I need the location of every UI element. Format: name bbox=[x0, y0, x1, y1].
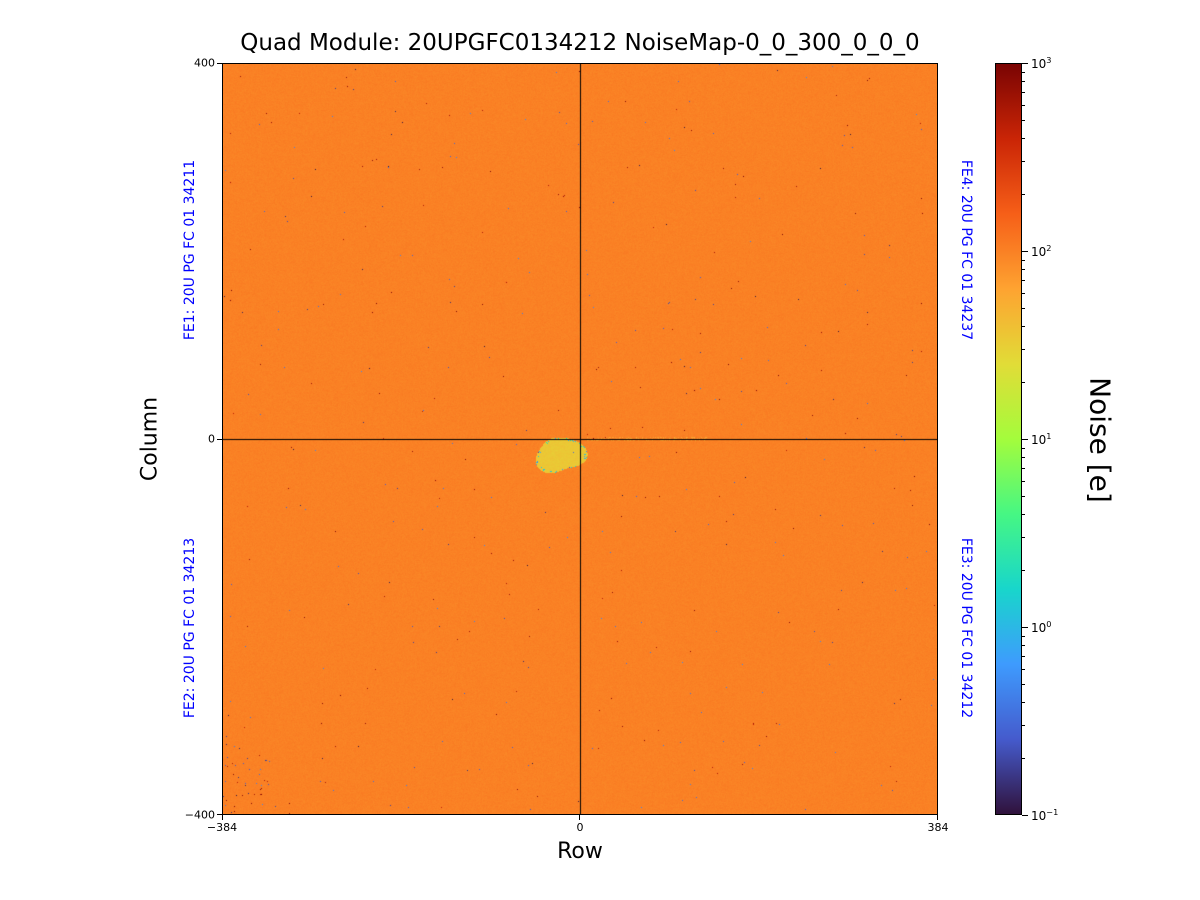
y-axis-tick bbox=[217, 63, 222, 64]
colorbar-tick bbox=[1022, 447, 1025, 449]
colorbar-tick bbox=[1022, 137, 1025, 139]
colorbar-tick-label: 100 bbox=[1031, 619, 1052, 635]
colorbar-tick bbox=[1022, 725, 1025, 727]
colorbar-tick-label: 103 bbox=[1031, 55, 1052, 71]
colorbar-tick bbox=[1022, 758, 1025, 760]
colorbar bbox=[995, 63, 1022, 815]
colorbar-tick bbox=[1022, 645, 1025, 647]
colorbar-tick bbox=[1022, 292, 1025, 294]
colorbar-tick bbox=[1022, 457, 1025, 459]
x-tick-label: 384 bbox=[927, 821, 949, 834]
colorbar-tick bbox=[1022, 683, 1025, 685]
fe1-label: FE1: 20U PG FC 01 34211 bbox=[182, 159, 198, 341]
colorbar-tick bbox=[1022, 635, 1025, 637]
colorbar-tick bbox=[1022, 480, 1025, 482]
colorbar-tick-label: 102 bbox=[1031, 243, 1052, 259]
colorbar-tick bbox=[1022, 307, 1025, 309]
colorbar-tick bbox=[1022, 701, 1025, 703]
colorbar-tick bbox=[1022, 439, 1028, 440]
x-axis-label: Row bbox=[557, 839, 603, 864]
noise-map-canvas bbox=[223, 64, 937, 814]
colorbar-tick bbox=[1022, 194, 1025, 196]
y-tick-label: 400 bbox=[194, 56, 215, 70]
colorbar-tick bbox=[1022, 537, 1025, 539]
x-tick-label: −384 bbox=[206, 821, 238, 834]
colorbar-tick bbox=[1022, 269, 1025, 271]
colorbar-tick bbox=[1022, 325, 1025, 327]
colorbar-tick bbox=[1022, 161, 1025, 163]
colorbar-tick bbox=[1022, 259, 1025, 261]
x-axis-tick bbox=[222, 815, 223, 820]
fe3-label: FE3: 20U PG FC 01 34212 bbox=[958, 537, 974, 719]
chart-title: Quad Module: 20UPGFC0134212 NoiseMap-0_0… bbox=[240, 30, 920, 56]
colorbar-tick bbox=[1022, 81, 1025, 83]
x-axis-tick bbox=[579, 815, 580, 820]
colorbar-tick bbox=[1022, 570, 1025, 572]
colorbar-tick bbox=[1022, 92, 1025, 94]
colorbar-label: Noise [e] bbox=[1083, 377, 1117, 503]
colorbar-tick bbox=[1022, 656, 1025, 658]
colorbar-tick bbox=[1022, 251, 1028, 252]
y-axis-tick bbox=[217, 439, 222, 440]
y-axis-tick bbox=[217, 814, 222, 815]
colorbar-tick bbox=[1022, 495, 1025, 497]
colorbar-gradient bbox=[996, 64, 1021, 814]
fe4-label: FE4: 20U PG FC 01 34237 bbox=[958, 159, 974, 341]
y-tick-label: −400 bbox=[184, 808, 215, 822]
colorbar-tick bbox=[1022, 119, 1025, 121]
x-axis-tick bbox=[937, 815, 938, 820]
colorbar-tick bbox=[1022, 627, 1028, 628]
colorbar-tick bbox=[1022, 513, 1025, 515]
colorbar-tick bbox=[1022, 71, 1025, 73]
colorbar-tick bbox=[1022, 104, 1025, 106]
colorbar-tick-label: 101 bbox=[1031, 431, 1052, 447]
colorbar-tick bbox=[1022, 382, 1025, 384]
colorbar-tick-label: 10−1 bbox=[1031, 807, 1059, 823]
x-tick-label: 0 bbox=[576, 821, 584, 834]
colorbar-tick bbox=[1022, 815, 1028, 816]
colorbar-tick bbox=[1022, 468, 1025, 470]
y-axis-label: Column bbox=[137, 396, 163, 482]
colorbar-tick bbox=[1022, 63, 1028, 64]
plot-area bbox=[222, 63, 938, 815]
colorbar-tick bbox=[1022, 349, 1025, 351]
fe2-label: FE2: 20U PG FC 01 34213 bbox=[182, 537, 198, 719]
y-tick-label: 0 bbox=[208, 432, 215, 446]
colorbar-tick bbox=[1022, 280, 1025, 282]
colorbar-tick bbox=[1022, 668, 1025, 670]
